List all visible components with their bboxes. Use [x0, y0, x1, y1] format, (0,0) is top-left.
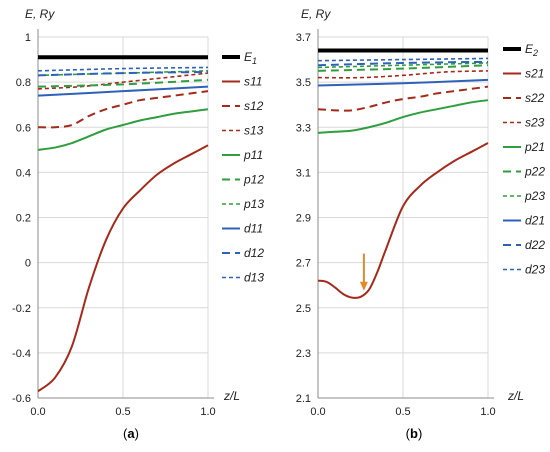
y-axis-label: E, Ry	[25, 7, 55, 21]
y-tick-label: 0.6	[16, 122, 31, 134]
legend-label-s21: s21	[525, 67, 544, 81]
legend-label-p21: p21	[524, 140, 545, 154]
y-tick-label: 0.4	[16, 167, 31, 179]
series-line-s22	[317, 85, 489, 112]
y-tick-label: 1	[25, 32, 31, 44]
series-line-d11	[37, 85, 209, 97]
chart-panel: -0.6 -0.4 -0.2 0 0.2 0.4 0.6 0.8 1 0.0 0.5 1.0 E, Ry…	[12, 7, 264, 441]
y-tick-label: 2.1	[296, 393, 311, 405]
legend-label-e1: E1	[244, 50, 257, 66]
legend-label-e2: E2	[525, 42, 538, 58]
series-line-p11	[37, 108, 209, 151]
y-tick-label: 0.2	[16, 213, 31, 225]
y-tick-label: 2.3	[296, 348, 311, 360]
legend-label-d12: d12	[244, 246, 264, 260]
series-line-d21	[317, 78, 489, 87]
y-tick-label: 3.1	[296, 167, 311, 179]
series-line-d13	[37, 66, 209, 72]
panel-label: (a)	[123, 426, 139, 441]
legend-label-d11: d11	[244, 222, 263, 236]
panel-label: (b)	[406, 426, 423, 441]
y-tick-label: 3.3	[296, 122, 311, 134]
x-axis-label: z/L	[507, 389, 524, 403]
y-tick-label: 2.7	[296, 258, 311, 270]
legend-label-p13: p13	[243, 197, 264, 211]
x-tick-label: 1.0	[480, 406, 495, 418]
legend-label-s22: s22	[525, 91, 545, 105]
x-tick-label: 0.5	[395, 406, 410, 418]
y-tick-label: -0.6	[12, 393, 31, 405]
x-tick-label: 0.0	[30, 406, 45, 418]
legend-label-p12: p12	[243, 173, 264, 187]
series-line-s23	[317, 70, 489, 79]
y-tick-label: 2.9	[296, 213, 311, 225]
chart-panel: 2.1 2.3 2.5 2.7 2.9 3.1 3.3 3.5 3.7 0.0 0.5 1.0 E, R…	[296, 7, 546, 441]
series-line-d12	[37, 70, 209, 77]
series-line-s12	[37, 90, 209, 129]
series-line-p12	[37, 78, 209, 88]
x-tick-label: 1.0	[200, 406, 215, 418]
legend-label-s11: s11	[244, 75, 262, 89]
x-tick-label: 0.0	[310, 406, 325, 418]
x-tick-label: 0.5	[115, 406, 130, 418]
y-tick-label: -0.2	[12, 303, 31, 315]
y-tick-label: -0.4	[12, 348, 31, 360]
legend-label-p11: p11	[243, 148, 263, 162]
annotation-arrow-head	[359, 281, 368, 291]
legend-label-d21: d21	[525, 214, 545, 228]
x-axis-label: z/L	[223, 389, 240, 403]
y-tick-label: 3.5	[296, 77, 311, 89]
y-tick-label: 0.8	[16, 77, 31, 89]
legend-label-p23: p23	[524, 189, 545, 203]
series-line-s21	[317, 142, 489, 299]
legend-label-d22: d22	[525, 238, 545, 252]
legend-label-d23: d23	[525, 263, 545, 277]
y-tick-label: 2.5	[296, 303, 311, 315]
series-line-s11	[37, 144, 209, 393]
y-tick-label: 3.7	[296, 32, 311, 44]
legend-label-s23: s23	[525, 116, 545, 130]
legend-label-d13: d13	[244, 271, 264, 285]
y-axis-label: E, Ry	[301, 7, 331, 21]
y-tick-label: 0	[25, 258, 31, 270]
series-line-d23	[317, 57, 489, 62]
legend-label-s12: s12	[244, 99, 264, 113]
legend-label-s13: s13	[244, 124, 264, 138]
series-line-s13	[37, 72, 209, 90]
series-line-p23	[317, 62, 489, 69]
series-line-d22	[317, 60, 489, 67]
legend-label-p22: p22	[524, 165, 545, 179]
series-line-p21	[317, 99, 489, 134]
series-line-p22	[317, 64, 489, 72]
